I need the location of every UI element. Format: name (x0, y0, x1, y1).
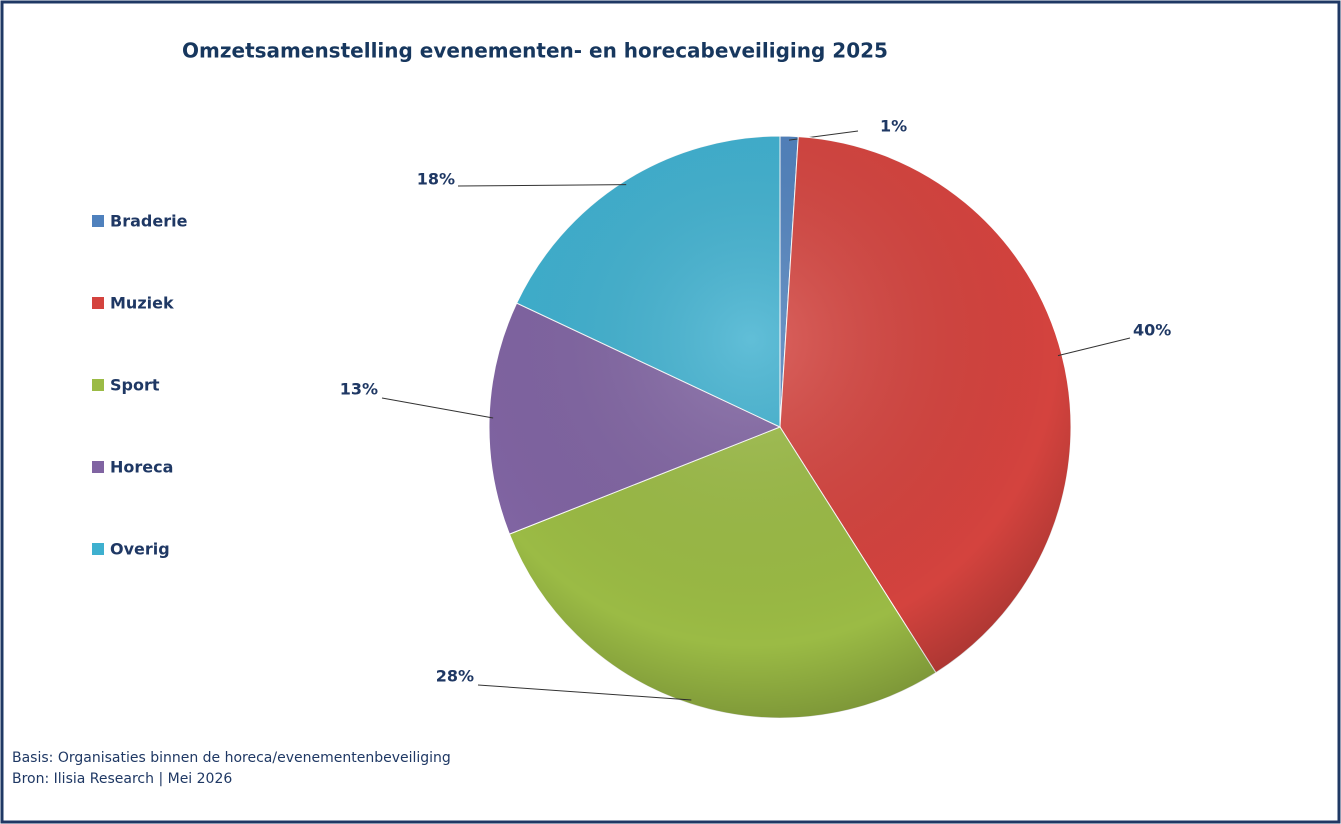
legend-label: Sport (110, 376, 160, 395)
data-label: 1% (880, 117, 907, 136)
legend-label: Muziek (110, 294, 174, 313)
data-label: 13% (340, 380, 378, 399)
note: Bron: Ilisia Research | Mei 2026 (12, 771, 232, 787)
legend-label: Horeca (110, 458, 173, 477)
data-label: 28% (436, 667, 474, 686)
legend-swatch (92, 297, 104, 309)
chart-title: Omzetsamenstelling evenementen- en horec… (182, 39, 888, 63)
legend-label: Braderie (110, 212, 188, 231)
data-label: 40% (1133, 321, 1171, 340)
legend-swatch (92, 379, 104, 391)
data-label: 18% (417, 170, 455, 189)
legend-swatch (92, 215, 104, 227)
leader-line (381, 397, 494, 419)
legend-swatch (92, 461, 104, 473)
legend-label: Overig (110, 540, 170, 559)
legend-swatch (92, 543, 104, 555)
note: Basis: Organisaties binnen de horeca/eve… (12, 750, 451, 766)
